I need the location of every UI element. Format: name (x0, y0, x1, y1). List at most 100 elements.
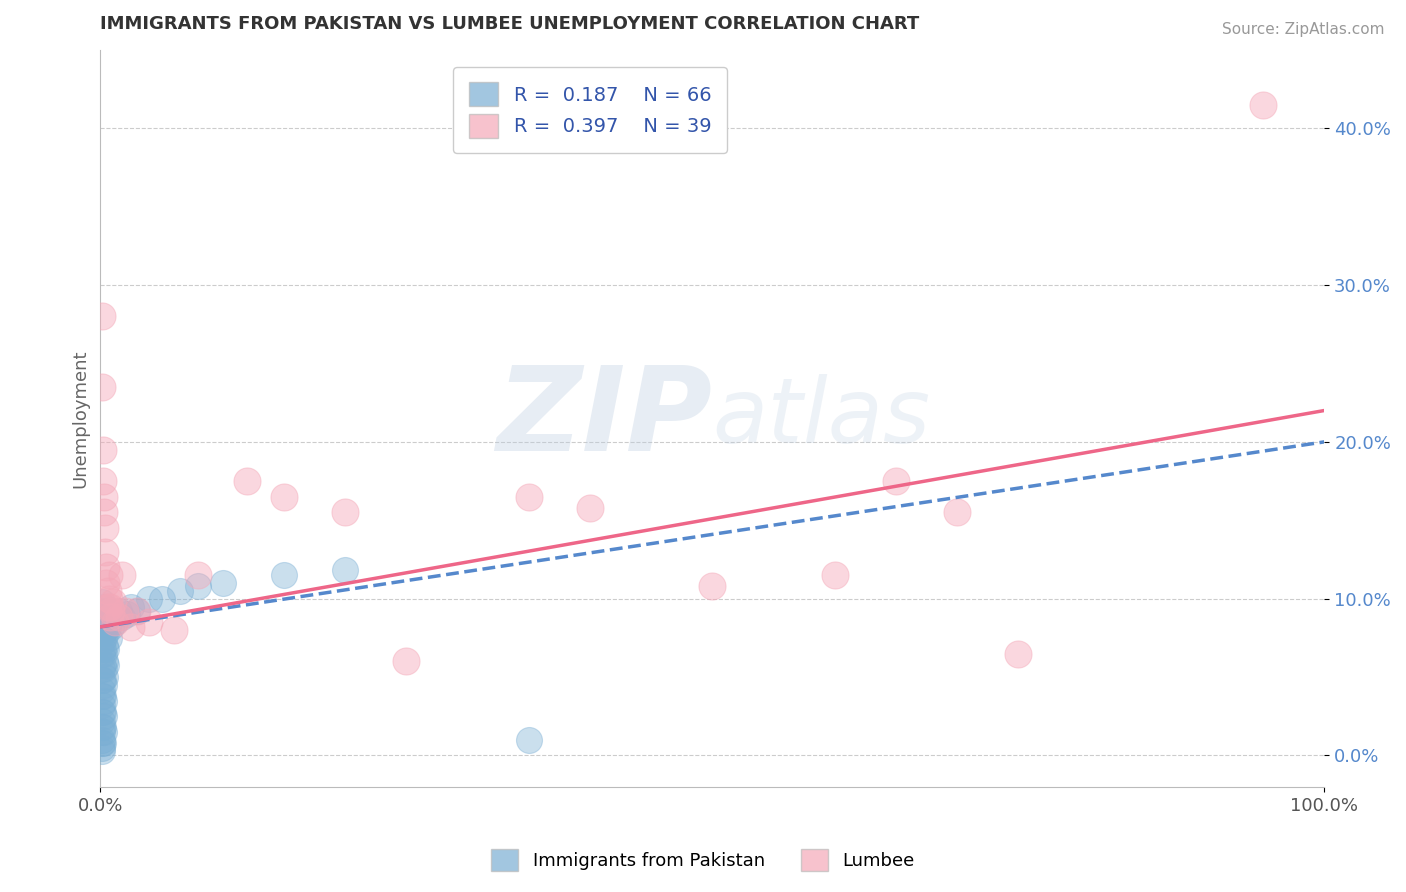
Point (125, 604, 148, 618)
Point (94, 521, 117, 535)
Point (97, 591, 120, 606)
Legend: Immigrants from Pakistan, Lumbee: Immigrants from Pakistan, Lumbee (484, 842, 922, 879)
Point (138, 615, 160, 630)
Point (187, 579, 209, 593)
Point (93, 599, 115, 614)
Point (90, 662, 112, 676)
Point (97, 583, 120, 598)
Point (93, 647, 115, 661)
Point (333, 505, 356, 519)
Point (91, 736, 114, 750)
Point (107, 610, 129, 624)
Point (93, 615, 115, 630)
Point (90, 720, 112, 734)
Point (90, 689, 112, 703)
Point (98, 599, 121, 614)
Point (93, 709, 115, 723)
Point (125, 604, 148, 618)
Point (97, 631, 120, 645)
Point (114, 604, 136, 618)
Point (94, 623, 117, 637)
Point (91, 705, 114, 719)
Point (94, 607, 117, 622)
Point (98, 610, 121, 624)
Point (169, 583, 191, 598)
Point (90, 595, 112, 609)
Point (91, 626, 114, 640)
Point (100, 620, 122, 634)
Point (90, 380, 112, 394)
Point (946, 505, 969, 519)
Point (94, 654, 117, 668)
Point (96, 626, 118, 640)
Point (236, 474, 259, 488)
Point (97, 620, 120, 634)
Point (93, 725, 115, 739)
Y-axis label: Unemployment: Unemployment (72, 349, 89, 488)
Point (90, 620, 112, 634)
Point (107, 604, 129, 618)
Point (101, 595, 124, 609)
Point (333, 564, 356, 578)
Point (91, 474, 114, 488)
Point (120, 599, 142, 614)
Point (98, 610, 121, 624)
Text: ZIP: ZIP (496, 361, 713, 475)
Point (90, 604, 112, 618)
Point (187, 568, 209, 582)
Point (96, 610, 118, 624)
Point (90, 725, 112, 739)
Point (884, 474, 907, 488)
Point (517, 732, 540, 747)
Legend: R =  0.187    N = 66, R =  0.397    N = 39: R = 0.187 N = 66, R = 0.397 N = 39 (453, 67, 727, 153)
Point (90, 698, 112, 713)
Point (96, 641, 118, 656)
Point (150, 591, 173, 606)
Point (138, 591, 160, 606)
Point (273, 568, 295, 582)
Point (90, 740, 112, 755)
Point (211, 576, 233, 591)
Point (93, 505, 115, 519)
Point (90, 635, 112, 649)
Point (90, 714, 112, 728)
Point (120, 620, 142, 634)
Point (117, 607, 139, 622)
Point (91, 720, 114, 734)
Point (94, 670, 117, 684)
Point (273, 490, 295, 504)
Text: Source: ZipAtlas.com: Source: ZipAtlas.com (1222, 22, 1385, 37)
Point (93, 490, 115, 504)
Point (163, 623, 186, 637)
Point (97, 568, 120, 582)
Point (90, 673, 112, 688)
Point (91, 610, 114, 624)
Point (97, 615, 120, 630)
Point (90, 705, 112, 719)
Point (90, 732, 112, 747)
Point (91, 657, 114, 672)
Point (90, 736, 112, 750)
Point (97, 599, 120, 614)
Point (97, 604, 120, 618)
Point (1007, 647, 1029, 661)
Point (101, 607, 124, 622)
Point (96, 560, 118, 574)
Point (824, 568, 846, 582)
Point (579, 500, 602, 515)
Point (90, 744, 112, 758)
Point (91, 641, 114, 656)
Point (93, 662, 115, 676)
Point (96, 576, 118, 591)
Point (91, 442, 114, 457)
Point (395, 654, 418, 668)
Text: IMMIGRANTS FROM PAKISTAN VS LUMBEE UNEMPLOYMENT CORRELATION CHART: IMMIGRANTS FROM PAKISTAN VS LUMBEE UNEMP… (100, 15, 920, 33)
Point (93, 631, 115, 645)
Point (93, 693, 115, 707)
Point (91, 673, 114, 688)
Point (100, 604, 122, 618)
Point (702, 579, 724, 593)
Point (517, 490, 540, 504)
Point (94, 544, 117, 558)
Point (1251, 97, 1274, 112)
